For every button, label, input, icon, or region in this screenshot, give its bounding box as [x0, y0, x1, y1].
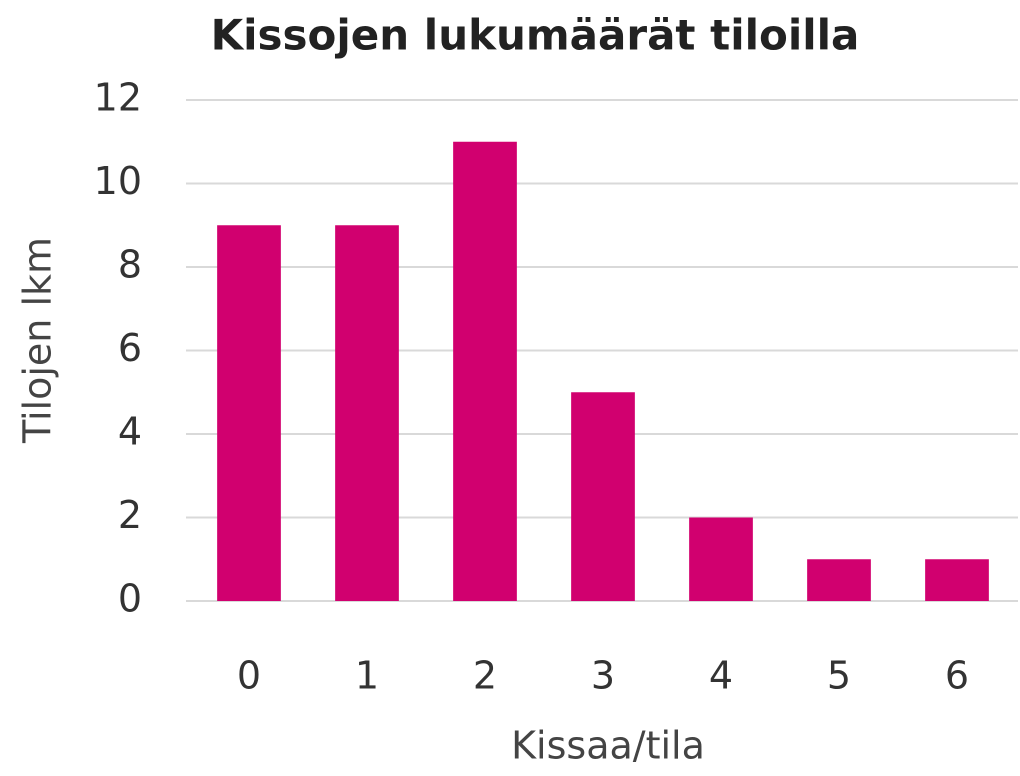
y-tick-label: 12 [94, 76, 142, 120]
y-tick-label: 8 [118, 243, 142, 287]
x-tick-label: 6 [945, 654, 969, 698]
y-tick-label: 2 [118, 493, 142, 537]
y-tick-label: 6 [118, 326, 142, 370]
bar [807, 559, 871, 601]
x-axis-label: Kissaa/tila [511, 724, 705, 768]
x-tick-label: 1 [355, 654, 379, 698]
bar [217, 225, 281, 601]
bar [925, 559, 989, 601]
x-tick-label: 2 [473, 654, 497, 698]
bar [335, 225, 399, 601]
bar [689, 517, 753, 601]
y-tick-label: 0 [118, 577, 142, 621]
y-tick-label: 10 [94, 159, 142, 203]
bar [571, 392, 635, 601]
x-tick-label: 5 [827, 654, 851, 698]
x-tick-label: 4 [709, 654, 733, 698]
y-axis-label: Tilojen lkm [16, 237, 60, 444]
x-tick-label: 3 [591, 654, 615, 698]
chart-title: Kissojen lukumäärät tiloilla [211, 11, 860, 60]
bar [453, 141, 517, 601]
x-tick-label: 0 [237, 654, 261, 698]
y-tick-label: 4 [118, 410, 142, 454]
